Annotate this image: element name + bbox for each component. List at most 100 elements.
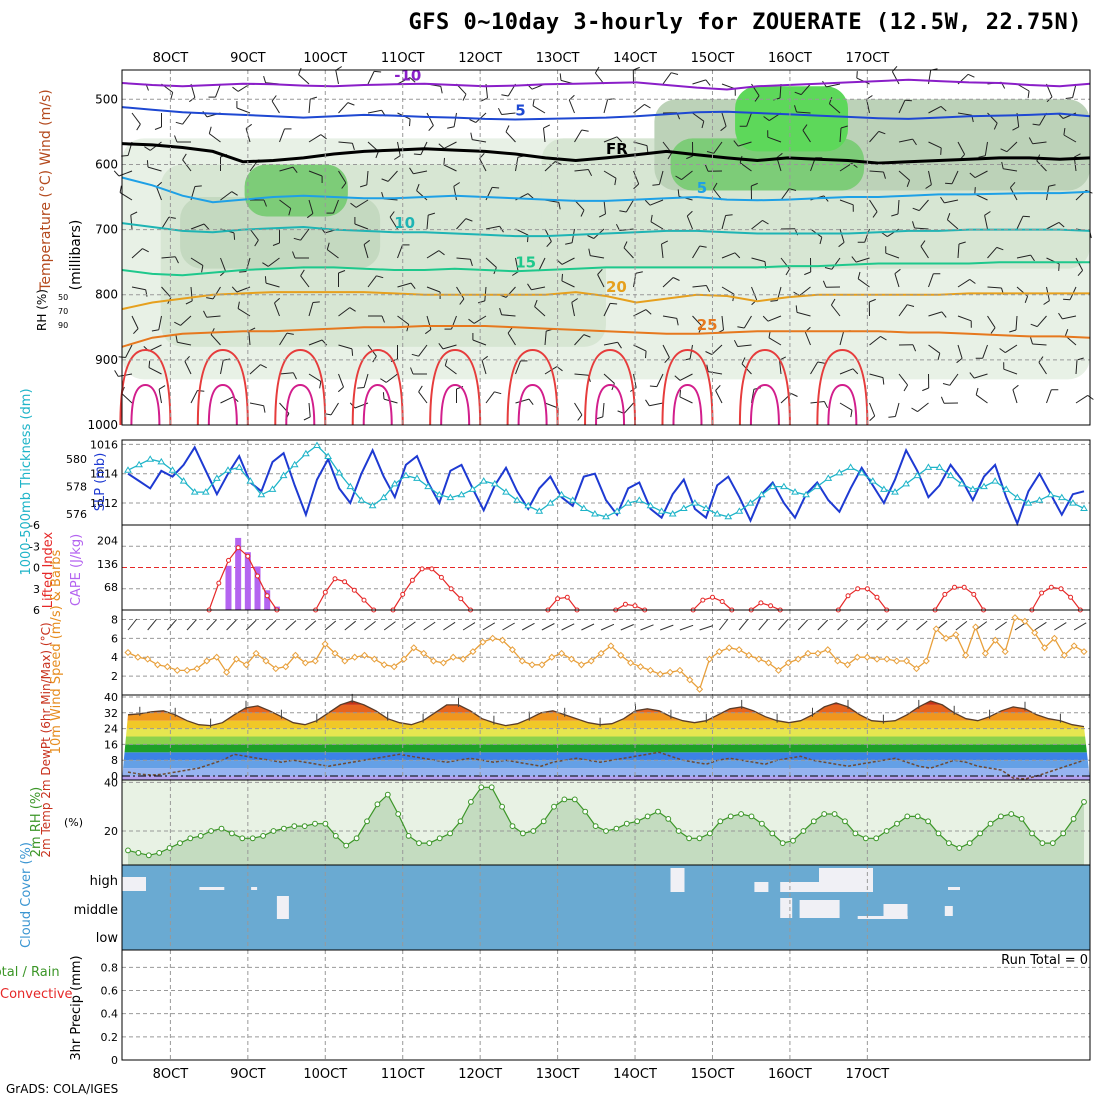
wind-barb-flag xyxy=(320,134,327,140)
wind-speed-marker xyxy=(528,661,536,669)
wind-barb-flag xyxy=(945,182,953,185)
rh-marker xyxy=(779,840,786,846)
wind-barb-flag xyxy=(733,339,739,347)
rh-area xyxy=(128,787,1084,865)
wind-barb xyxy=(300,228,310,241)
wind-barb xyxy=(210,334,221,346)
wind-speed-marker xyxy=(173,666,181,674)
lifted-index-marker xyxy=(351,587,357,593)
footer-credit: GrADS: COLA/IGES xyxy=(6,1082,119,1096)
wind-speed-marker xyxy=(459,655,467,663)
wind-speed-marker xyxy=(843,661,852,669)
wind-barb xyxy=(308,170,323,177)
rh-shading xyxy=(735,86,848,152)
pressure-tick-label: 800 xyxy=(95,288,118,302)
wind-barb xyxy=(751,220,763,230)
lifted-index-marker xyxy=(952,584,957,590)
wind-barb-flag xyxy=(587,169,593,177)
rh-marker xyxy=(686,835,692,842)
wind-speed-marker xyxy=(745,651,753,659)
upper-frame xyxy=(121,69,1091,426)
wind-barb xyxy=(1032,343,1047,346)
wind-barb-flag xyxy=(686,210,693,217)
wind-barb xyxy=(485,391,495,404)
wind-speed-marker xyxy=(1001,648,1009,656)
rh-marker xyxy=(374,801,381,808)
wind-barb-flag xyxy=(351,348,354,356)
wind-barb-10m xyxy=(167,619,177,631)
wind-barb-flag xyxy=(583,334,591,338)
wind-barb xyxy=(951,170,959,184)
rh-marker xyxy=(561,796,568,803)
wind-barb xyxy=(839,199,854,206)
wind-barb xyxy=(453,186,457,201)
top-x-tick-label: 12OCT xyxy=(458,51,502,66)
wind-barb-flag xyxy=(428,125,434,132)
surface-isotherm xyxy=(738,348,791,426)
wind-speed-marker xyxy=(1070,642,1078,650)
wind-barb xyxy=(708,371,723,375)
wind-barb-flag xyxy=(838,242,845,248)
wind-barb-flag xyxy=(581,129,589,132)
wind-barb-flag xyxy=(1058,312,1063,320)
wind-barb xyxy=(987,112,998,124)
rh-marker xyxy=(956,845,963,851)
wind-barb xyxy=(887,228,900,238)
wind-barb-flag xyxy=(245,123,252,129)
lifted-index-line xyxy=(208,546,278,611)
wind-barb xyxy=(928,141,942,149)
wind-barb-flag xyxy=(459,298,465,305)
wind-barb-flag xyxy=(363,239,371,245)
wind-barb-10m xyxy=(916,620,928,631)
wind-barb-flag xyxy=(559,73,562,81)
wind-barb-flag xyxy=(940,106,947,112)
wind-barb xyxy=(1038,362,1047,375)
wind-barb-flag xyxy=(698,325,703,333)
wind-barb-flag xyxy=(292,251,296,259)
wind-barb-10m xyxy=(502,622,515,631)
wind-speed-marker xyxy=(1060,651,1068,659)
wind-barb xyxy=(898,304,908,317)
wind-barb xyxy=(650,221,664,230)
wind-barb-flag xyxy=(1030,323,1038,328)
wind-barb xyxy=(444,365,457,375)
wind-barb-flag xyxy=(580,209,585,217)
wind-barb-flag xyxy=(856,71,858,79)
wind-barb xyxy=(190,257,204,266)
thickness-marker xyxy=(490,479,499,487)
wind-barb-10m xyxy=(344,620,357,631)
wind-barb xyxy=(161,256,176,259)
thickness-marker xyxy=(724,512,733,520)
wind-barb-flag xyxy=(635,271,643,274)
wind-barb-10m xyxy=(738,618,749,631)
rh-marker xyxy=(332,833,339,839)
temp-band xyxy=(122,712,1090,721)
thickness-marker xyxy=(802,490,810,498)
wind-barb-10m xyxy=(285,620,297,631)
wind-speed-marker xyxy=(390,663,398,671)
bottom-x-tick-label: 17OCT xyxy=(845,1067,889,1082)
wind-barb xyxy=(473,315,487,324)
rh-marker xyxy=(530,828,537,834)
wind-speed-marker xyxy=(558,649,566,657)
wind-speed-marker xyxy=(784,659,792,667)
wind-barb-flag xyxy=(903,384,909,392)
wind-speed-marker xyxy=(163,663,171,671)
wind-barb xyxy=(543,128,546,143)
cloud-block xyxy=(670,868,685,892)
thickness-marker xyxy=(891,488,899,495)
bottom-x-tick-label: 14OCT xyxy=(613,1067,657,1082)
thickness-marker xyxy=(780,482,788,490)
wind-barb xyxy=(689,344,693,359)
wind-barb xyxy=(974,170,988,179)
run-total-label: Run Total = 0 xyxy=(1001,953,1088,968)
wind-barb xyxy=(692,112,705,122)
wind-speed-marker xyxy=(213,653,221,661)
wind-barb-flag xyxy=(223,358,231,361)
wind-speed-marker xyxy=(735,646,743,654)
thickness-marker xyxy=(424,482,432,490)
wind-barb xyxy=(831,257,841,270)
wind-barb xyxy=(279,372,294,375)
thickness-marker xyxy=(635,496,644,503)
wind-barb-flag xyxy=(231,286,238,293)
